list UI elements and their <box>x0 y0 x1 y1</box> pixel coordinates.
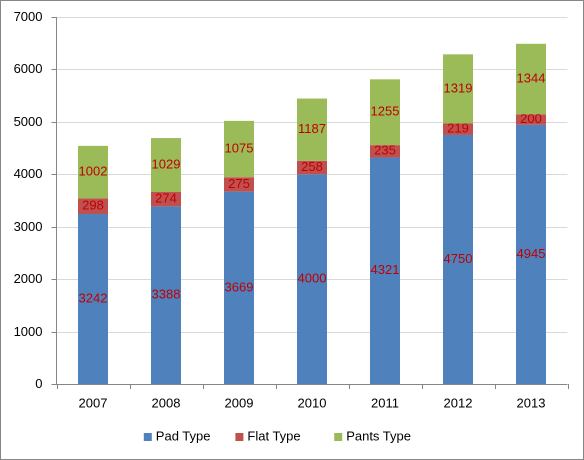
bar-segment <box>370 157 400 384</box>
y-tick-label: 1000 <box>14 324 43 339</box>
bar-segment <box>370 79 400 146</box>
x-tick-label: 2008 <box>152 395 181 410</box>
value-label: 4945 <box>517 246 546 261</box>
value-label: 298 <box>82 198 104 213</box>
x-tick-label: 2012 <box>444 395 473 410</box>
bar-segment <box>224 191 254 384</box>
value-label: 1344 <box>517 70 546 85</box>
y-tick-label: 7000 <box>14 9 43 24</box>
bar-segment <box>297 98 327 161</box>
bar-segment <box>297 174 327 384</box>
bar-segment <box>78 198 108 215</box>
bar-segment <box>151 138 181 193</box>
value-label: 258 <box>301 159 323 174</box>
value-label: 1029 <box>152 156 181 171</box>
legend-swatch <box>143 433 152 441</box>
x-tick-label: 2007 <box>79 395 108 410</box>
value-label: 235 <box>374 143 396 158</box>
value-label: 3242 <box>79 290 108 305</box>
y-tick-label: 2000 <box>14 271 43 286</box>
value-label: 3669 <box>225 279 254 294</box>
x-tick-label: 2013 <box>517 395 546 410</box>
bar-segment <box>297 160 327 175</box>
value-label: 200 <box>520 111 542 126</box>
value-label: 1002 <box>79 164 108 179</box>
bar-segment <box>224 120 254 178</box>
x-tick-label: 2011 <box>371 395 399 410</box>
value-label: 4321 <box>371 262 400 277</box>
bar-segment <box>370 145 400 158</box>
bar-segment <box>516 124 546 384</box>
bar-segment <box>151 206 181 384</box>
y-tick-label: 6000 <box>14 61 43 76</box>
y-tick-label: 0 <box>35 376 42 391</box>
bar-segment <box>443 54 473 124</box>
legend-label: Flat Type <box>247 428 300 443</box>
value-label: 274 <box>155 191 177 206</box>
value-label: 1319 <box>444 80 473 95</box>
y-tick-label: 5000 <box>14 114 43 129</box>
bar-segment <box>151 192 181 207</box>
value-label: 275 <box>228 176 250 191</box>
bar-segment <box>443 134 473 384</box>
x-tick-label: 2009 <box>225 395 254 410</box>
bar-segment <box>516 43 546 115</box>
y-tick-label: 4000 <box>14 166 43 181</box>
value-label: 1255 <box>371 104 400 119</box>
value-label: 1187 <box>298 121 326 136</box>
value-label: 1075 <box>225 140 254 155</box>
x-tick-label: 2010 <box>298 395 327 410</box>
legend-swatch <box>235 433 244 441</box>
bar-segment <box>224 177 254 192</box>
value-label: 219 <box>447 121 469 136</box>
y-tick-label: 3000 <box>14 219 43 234</box>
legend-label: Pad Type <box>156 428 211 443</box>
legend-swatch <box>334 433 343 441</box>
value-label: 3388 <box>152 287 181 302</box>
value-label: 4750 <box>444 251 473 266</box>
bar-segment <box>78 145 108 199</box>
bar-segment <box>78 214 108 384</box>
bar-segment <box>516 114 546 125</box>
bar-segment <box>443 123 473 135</box>
legend-label: Pants Type <box>346 428 411 443</box>
value-label: 4000 <box>298 271 327 286</box>
